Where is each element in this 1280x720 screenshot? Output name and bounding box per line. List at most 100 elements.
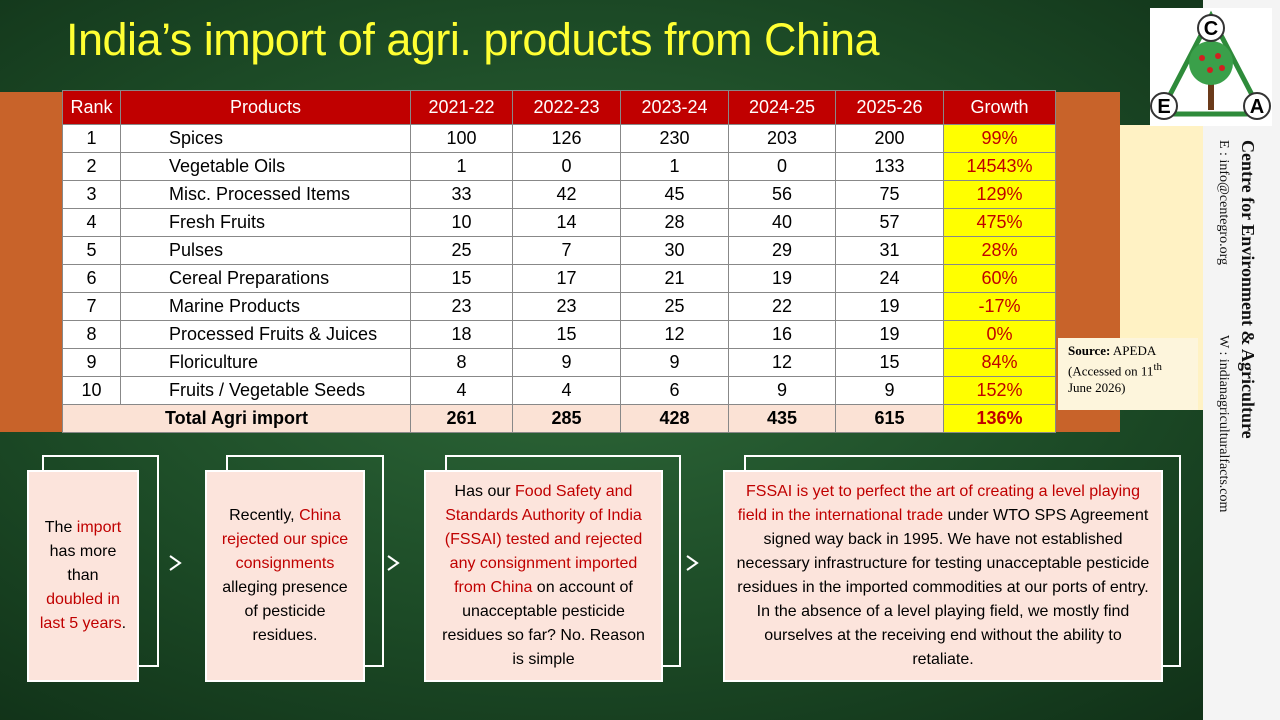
total-cell: Total Agri import bbox=[62, 404, 411, 433]
table-cell: 57 bbox=[835, 208, 944, 237]
table-cell: 6 bbox=[62, 264, 121, 293]
header-cell: 2025-26 bbox=[835, 90, 944, 125]
table-cell: 30 bbox=[620, 236, 729, 265]
growth-cell: 28% bbox=[943, 236, 1056, 265]
box-text-segment: The bbox=[44, 519, 77, 536]
org-web: W : indianagriculturalfacts.com bbox=[1216, 335, 1231, 513]
table-cell: 3 bbox=[62, 180, 121, 209]
total-cell: 428 bbox=[620, 404, 729, 433]
table-cell: 15 bbox=[835, 348, 944, 377]
band-tab bbox=[0, 92, 70, 432]
logo-trunk bbox=[1208, 70, 1214, 110]
table-cell: 15 bbox=[410, 264, 513, 293]
table-cell: Processed Fruits & Juices bbox=[120, 320, 411, 349]
header-cell: 2024-25 bbox=[728, 90, 836, 125]
table-cell: 22 bbox=[728, 292, 836, 321]
table-cell: 45 bbox=[620, 180, 729, 209]
table-cell: Misc. Processed Items bbox=[120, 180, 411, 209]
table-cell: 12 bbox=[620, 320, 729, 349]
growth-cell: 152% bbox=[943, 376, 1056, 405]
logo-letter: C bbox=[1204, 18, 1218, 40]
box-text-segment: . bbox=[121, 615, 127, 632]
table-row: 7 Marine Products 23 23 25 22 19 -17% bbox=[62, 292, 1056, 321]
header-cell: Rank bbox=[62, 90, 121, 125]
table-cell: 200 bbox=[835, 124, 944, 153]
table-cell: 9 bbox=[835, 376, 944, 405]
box-text: FSSAI is yet to perfect the art of creat… bbox=[735, 480, 1151, 672]
table-cell: Pulses bbox=[120, 236, 411, 265]
box-text-segment: Has our bbox=[454, 483, 516, 500]
box-text-segment: has more than bbox=[49, 543, 117, 584]
total-cell: 615 bbox=[835, 404, 944, 433]
box-text-segment: alleging presence of pesticide residues. bbox=[222, 579, 348, 644]
box-text: Has our Food Safety and Standards Author… bbox=[436, 480, 651, 672]
box-text: The import has more than doubled in last… bbox=[39, 516, 127, 636]
source-label: Source: bbox=[1068, 343, 1111, 358]
text-box: FSSAI is yet to perfect the art of creat… bbox=[723, 470, 1163, 682]
box-text-highlight: FSSAI is yet to perfect the art of creat… bbox=[737, 483, 1140, 524]
arrow bbox=[686, 555, 699, 571]
table-cell: Fruits / Vegetable Seeds bbox=[120, 376, 411, 405]
table-row: 3 Misc. Processed Items 33 42 45 56 75 129% bbox=[62, 180, 1056, 209]
table-cell: 19 bbox=[835, 292, 944, 321]
table-cell: 17 bbox=[512, 264, 621, 293]
header-cell: Growth bbox=[943, 90, 1056, 125]
total-cell: 136% bbox=[943, 404, 1056, 433]
text-box: Recently, China rejected our spice consi… bbox=[205, 470, 365, 682]
table-cell: Cereal Preparations bbox=[120, 264, 411, 293]
table-cell: 12 bbox=[728, 348, 836, 377]
table-cell: 56 bbox=[728, 180, 836, 209]
table-row: 4 Fresh Fruits 10 14 28 40 57 475% bbox=[62, 208, 1056, 237]
table-cell: Floriculture bbox=[120, 348, 411, 377]
header-cell: Products bbox=[120, 90, 411, 125]
table-row: 8 Processed Fruits & Juices 18 15 12 16 19 0% bbox=[62, 320, 1056, 349]
table-cell: 19 bbox=[728, 264, 836, 293]
table-cell: 126 bbox=[512, 124, 621, 153]
table-cell: 9 bbox=[728, 376, 836, 405]
box-text-highlight: doubled in last 5 years bbox=[39, 591, 122, 632]
text-box: Has our Food Safety and Standards Author… bbox=[424, 470, 663, 682]
title: India’s import of agri. products from Ch… bbox=[66, 14, 880, 65]
table-cell: 7 bbox=[62, 292, 121, 321]
logo-letter: A bbox=[1250, 96, 1264, 118]
growth-cell: 99% bbox=[943, 124, 1056, 153]
header-cell: 2022-23 bbox=[512, 90, 621, 125]
table-cell: 21 bbox=[620, 264, 729, 293]
table-cell: 18 bbox=[410, 320, 513, 349]
growth-cell: -17% bbox=[943, 292, 1056, 321]
table-cell: 19 bbox=[835, 320, 944, 349]
box-text-segment: under WTO SPS Agreement signed way back … bbox=[736, 507, 1150, 668]
header-cell: 2021-22 bbox=[410, 90, 513, 125]
source-accessed: (Accessed on 11 bbox=[1068, 363, 1154, 379]
logo-triangle bbox=[1155, 10, 1267, 117]
table-row: 1 Spices 100 126 230 203 200 99% bbox=[62, 124, 1056, 153]
box-text-segment: Recently, bbox=[229, 507, 300, 524]
table-cell: 42 bbox=[512, 180, 621, 209]
table-cell: 28 bbox=[620, 208, 729, 237]
table-cell: 10 bbox=[410, 208, 513, 237]
table-cell: 1 bbox=[410, 152, 513, 181]
box-text-highlight: China rejected our spice consignments bbox=[221, 507, 349, 572]
table-cell: 15 bbox=[512, 320, 621, 349]
logo: C E A bbox=[1150, 8, 1272, 126]
table-cell: 133 bbox=[835, 152, 944, 181]
table-cell: 0 bbox=[512, 152, 621, 181]
header-cell: 2023-24 bbox=[620, 90, 729, 125]
table-cell: 23 bbox=[512, 292, 621, 321]
table-cell: 31 bbox=[835, 236, 944, 265]
table-cell: 10 bbox=[62, 376, 121, 405]
source-note: Source: APEDA (Accessed on 11th June 2026… bbox=[1058, 338, 1198, 410]
table-cell: Fresh Fruits bbox=[120, 208, 411, 237]
total-cell: 261 bbox=[410, 404, 513, 433]
table-cell: 4 bbox=[410, 376, 513, 405]
table-cell: 14 bbox=[512, 208, 621, 237]
table-cell: 9 bbox=[512, 348, 621, 377]
box-text: Recently, China rejected our spice consi… bbox=[217, 504, 353, 648]
org-name: Centre for Environment & Agriculture bbox=[1238, 140, 1258, 439]
table-cell: Marine Products bbox=[120, 292, 411, 321]
table-cell: 4 bbox=[512, 376, 621, 405]
logo-canopy bbox=[1189, 41, 1233, 85]
table-row: 10 Fruits / Vegetable Seeds 4 4 6 9 9 152% bbox=[62, 376, 1056, 405]
table-cell: 9 bbox=[620, 348, 729, 377]
